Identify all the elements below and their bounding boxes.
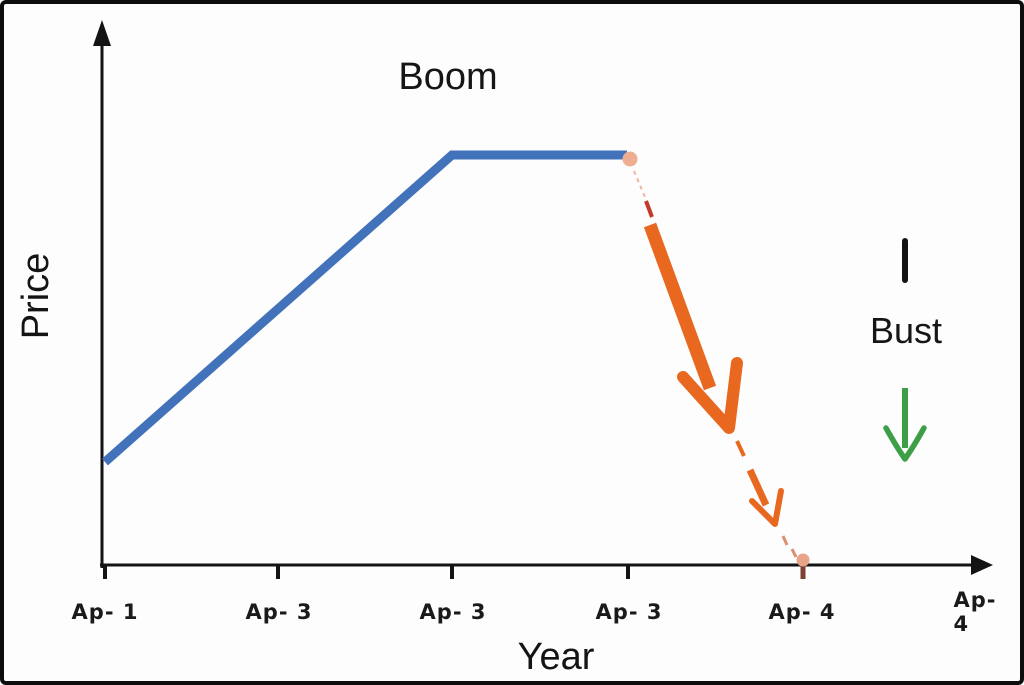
crash-faint-dash <box>633 170 646 198</box>
x-tick-label-3: Ap- 3 <box>595 600 663 624</box>
crash-dash-1 <box>735 440 746 457</box>
crash-dash-3 <box>790 548 798 558</box>
crash-arrow-shaft <box>643 222 717 391</box>
peak-marker-dot <box>622 151 638 167</box>
y-axis-title: Price <box>15 252 57 340</box>
bust-green-arrowhead <box>883 425 927 462</box>
x-tick-label-0: Ap- 1 <box>71 600 139 624</box>
crash-arrow2-shaft <box>746 468 770 507</box>
crash-red-dash <box>644 200 654 218</box>
x-tick-label-4: Ap- 4 <box>768 600 836 624</box>
x-axis-title: Year <box>517 636 595 678</box>
crash-dash-2 <box>781 535 789 546</box>
x-axis-arrowhead <box>971 555 993 575</box>
bust-annotation: Bust <box>869 310 943 351</box>
x-tick-label-1: Ap- 3 <box>245 600 313 624</box>
crash-arrowhead-2 <box>749 488 784 527</box>
crash-end-dot <box>796 553 810 567</box>
x-tick-label-2: Ap- 3 <box>419 600 487 624</box>
y-axis-arrowhead <box>93 20 111 46</box>
x-tick-label-5: Ap- 4 <box>953 588 997 636</box>
boom-annotation: Boom <box>398 56 498 98</box>
boom-line <box>102 150 627 466</box>
crash-arrowhead <box>677 357 743 434</box>
